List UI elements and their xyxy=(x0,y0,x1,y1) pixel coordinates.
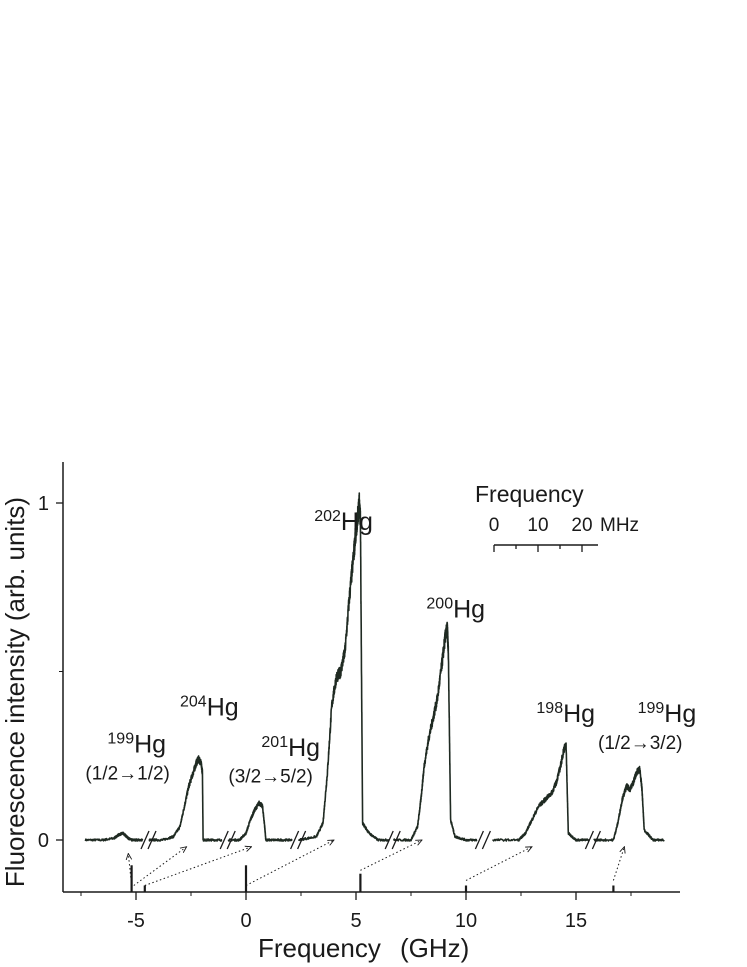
peak-label-201-Hg: 201Hg xyxy=(261,734,320,762)
x-tick-label: 15 xyxy=(565,910,587,932)
axis-break-mark xyxy=(391,830,401,850)
element-symbol: Hg xyxy=(288,734,320,762)
inset-scale: Frequency 0 10 20 MHz xyxy=(475,481,639,552)
element-symbol: Hg xyxy=(341,508,373,536)
spectrum-segment-6 xyxy=(492,742,590,842)
assignment-arrow xyxy=(245,840,334,886)
inset-tick-label: 10 xyxy=(527,515,548,536)
peak-label-204-Hg: 204Hg xyxy=(180,693,239,721)
assignment-arrow xyxy=(128,853,131,886)
spectrum-segment-2 xyxy=(148,755,223,842)
inset-tick-label: 20 xyxy=(571,515,592,536)
axis-break-mark xyxy=(297,830,307,850)
isotope-mass-number: 198 xyxy=(536,700,563,717)
axis-break-mark xyxy=(140,830,150,850)
axis-break-mark xyxy=(219,830,229,850)
spectrum-segment-5 xyxy=(392,621,478,842)
x-axis-unit: (GHz) xyxy=(400,933,469,963)
spectrum-segment-7 xyxy=(593,765,665,842)
inset-title: Frequency xyxy=(475,481,584,507)
axis-break-mark xyxy=(474,830,484,850)
isotope-mass-number: 202 xyxy=(314,508,341,525)
x-axis-title: Frequency xyxy=(258,933,381,963)
element-symbol: Hg xyxy=(664,700,696,728)
isotope-mass-number: 201 xyxy=(261,734,288,751)
x-tick-label: 10 xyxy=(455,910,477,932)
axes: -5 0 5 10 15 0 1 Frequency (GHz) Fluorescence int… xyxy=(0,462,680,963)
x-tick-label: -5 xyxy=(127,910,145,932)
assignment-arrow xyxy=(360,840,422,871)
axis-break-mark xyxy=(290,830,300,850)
element-symbol: Hg xyxy=(207,693,239,721)
y-axis-title: Fluorescence intensity (arb. units) xyxy=(0,497,30,887)
x-tick-label: 5 xyxy=(350,910,361,932)
x-tick-label: 0 xyxy=(240,910,251,932)
spectrum-segment-3 xyxy=(227,800,293,842)
isotope-mass-number: 199 xyxy=(107,730,134,747)
isotope-mass-number: 200 xyxy=(426,596,453,613)
isotope-mass-number: 204 xyxy=(180,693,207,710)
spectrum-segment-4 xyxy=(298,492,390,842)
reference-marks xyxy=(130,865,615,892)
assignment-arrow xyxy=(465,847,532,881)
isotope-mass-number: 199 xyxy=(638,700,665,717)
peak-label-199-Hg: 199Hg xyxy=(638,700,697,728)
assignment-arrow xyxy=(133,847,187,886)
axis-break-mark xyxy=(147,830,157,850)
inset-unit: MHz xyxy=(600,515,639,536)
transition-label: (3/2→5/2) xyxy=(228,767,312,788)
axis-break-mark xyxy=(384,830,394,850)
y-tick-label: 1 xyxy=(38,493,49,515)
assignment-arrow xyxy=(144,847,252,886)
inset-tick-label: 0 xyxy=(489,515,500,536)
transition-label: (1/2→1/2) xyxy=(85,763,169,784)
assignment-arrow xyxy=(612,847,624,881)
transition-label: (1/2→3/2) xyxy=(598,733,682,754)
peak-labels: 199Hg(1/2→1/2)204Hg201Hg(3/2→5/2)202Hg20… xyxy=(85,508,696,788)
spectrum-segment-1 xyxy=(84,831,144,842)
axis-break-mark xyxy=(481,830,491,850)
assignment-arrows xyxy=(128,840,624,886)
axis-break-mark xyxy=(591,830,601,850)
y-tick-label: 0 xyxy=(38,830,49,852)
axis-break-mark xyxy=(226,830,236,850)
axis-break-mark xyxy=(584,830,594,850)
peak-label-198-Hg: 198Hg xyxy=(536,700,595,728)
spectrum-traces xyxy=(84,492,665,850)
peak-label-199-Hg: 199Hg xyxy=(107,730,166,758)
element-symbol: Hg xyxy=(563,700,595,728)
element-symbol: Hg xyxy=(453,596,485,624)
element-symbol: Hg xyxy=(134,730,166,758)
peak-label-200-Hg: 200Hg xyxy=(426,596,485,624)
peak-label-202-Hg: 202Hg xyxy=(314,508,373,536)
